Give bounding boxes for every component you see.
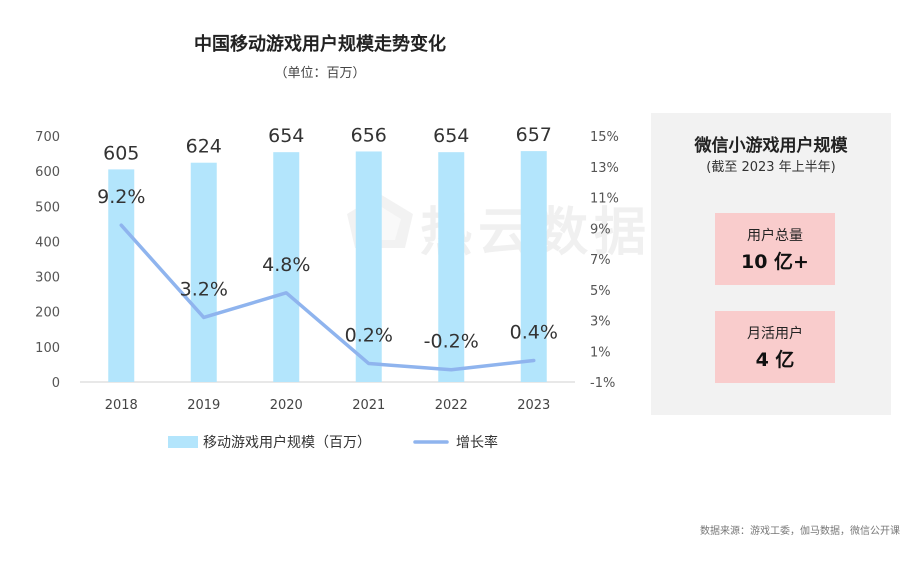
y-left-tick-label: 0 [52, 376, 60, 391]
stat-total-users: 用户总量 10 亿+ [715, 213, 835, 285]
y-left-tick-label: 400 [35, 235, 60, 250]
x-tick-label: 2020 [270, 398, 303, 413]
legend-bar-label: 移动游戏用户规模（百万） [203, 434, 371, 451]
bar [355, 151, 382, 382]
y-right-tick-label: 7% [590, 253, 611, 268]
x-tick-label: 2019 [187, 398, 220, 413]
stat-monthly-active-value: 4 亿 [755, 349, 795, 371]
wechat-minigame-panel: 微信小游戏用户规模 (截至 2023 年上半年) 用户总量 10 亿+ 月活用户… [651, 113, 891, 415]
bar-value-label: 654 [433, 125, 469, 147]
x-tick-label: 2022 [435, 398, 468, 413]
x-tick-label: 2021 [352, 398, 385, 413]
chart-title: 中国移动游戏用户规模走势变化 [194, 34, 446, 55]
stat-total-users-label: 用户总量 [747, 228, 803, 244]
bar-value-label: 654 [268, 125, 304, 147]
chart-svg: 0 100 200 300 400 500 600 700 -1% 1% 3% 5% 7% 9% 11% 13… [35, 124, 619, 451]
x-tick-label: 2018 [105, 398, 138, 413]
stat-monthly-active-label: 月活用户 [747, 326, 803, 342]
bar [108, 169, 135, 382]
chart-subtitle: （单位：百万） [274, 66, 366, 81]
growth-rate-label: -0.2% [424, 331, 479, 353]
y-right-tick-label: 3% [590, 315, 611, 330]
panel-subtitle: (截至 2023 年上半年) [706, 160, 836, 175]
bar-value-label: 624 [186, 136, 222, 158]
y-left-tick-label: 500 [35, 200, 60, 215]
growth-rate-label: 0.2% [345, 325, 393, 347]
y-left-tick-label: 600 [35, 165, 60, 180]
growth-rate-label: 3.2% [180, 278, 228, 300]
bar [190, 162, 217, 382]
y-left-tick-label: 100 [35, 341, 60, 356]
stat-total-users-value: 10 亿+ [741, 251, 809, 273]
growth-rate-line [119, 223, 536, 372]
y-right-tick-label: 1% [590, 345, 611, 360]
legend-line-label: 增长率 [456, 434, 498, 451]
y-right-tick-label: 5% [590, 284, 611, 299]
legend-bar-swatch [168, 436, 198, 448]
y-left-tick-label: 700 [35, 130, 60, 145]
y-right-tick-label: -1% [590, 376, 615, 391]
bar [438, 152, 465, 382]
growth-rate-label: 4.8% [262, 254, 310, 276]
data-source: 数据来源：游戏工委，伽马数据，微信公开课 [700, 526, 900, 537]
bar-value-label: 605 [103, 142, 139, 164]
bar [520, 151, 547, 382]
growth-rate-label: 9.2% [97, 186, 145, 208]
y-right-tick-label: 13% [590, 161, 619, 176]
bar [273, 152, 300, 382]
y-right-tick-label: 15% [590, 130, 619, 145]
bar-value-label: 656 [351, 124, 387, 146]
y-right-tick-label: 11% [590, 192, 619, 207]
y-right-tick-label: 9% [590, 222, 611, 237]
panel-title: 微信小游戏用户规模 [694, 136, 848, 156]
bar-value-label: 657 [516, 124, 552, 146]
x-tick-label: 2023 [517, 398, 550, 413]
y-left-tick-label: 200 [35, 306, 60, 321]
growth-rate-label: 0.4% [510, 321, 558, 343]
stat-monthly-active: 月活用户 4 亿 [715, 311, 835, 383]
y-left-tick-label: 300 [35, 271, 60, 286]
